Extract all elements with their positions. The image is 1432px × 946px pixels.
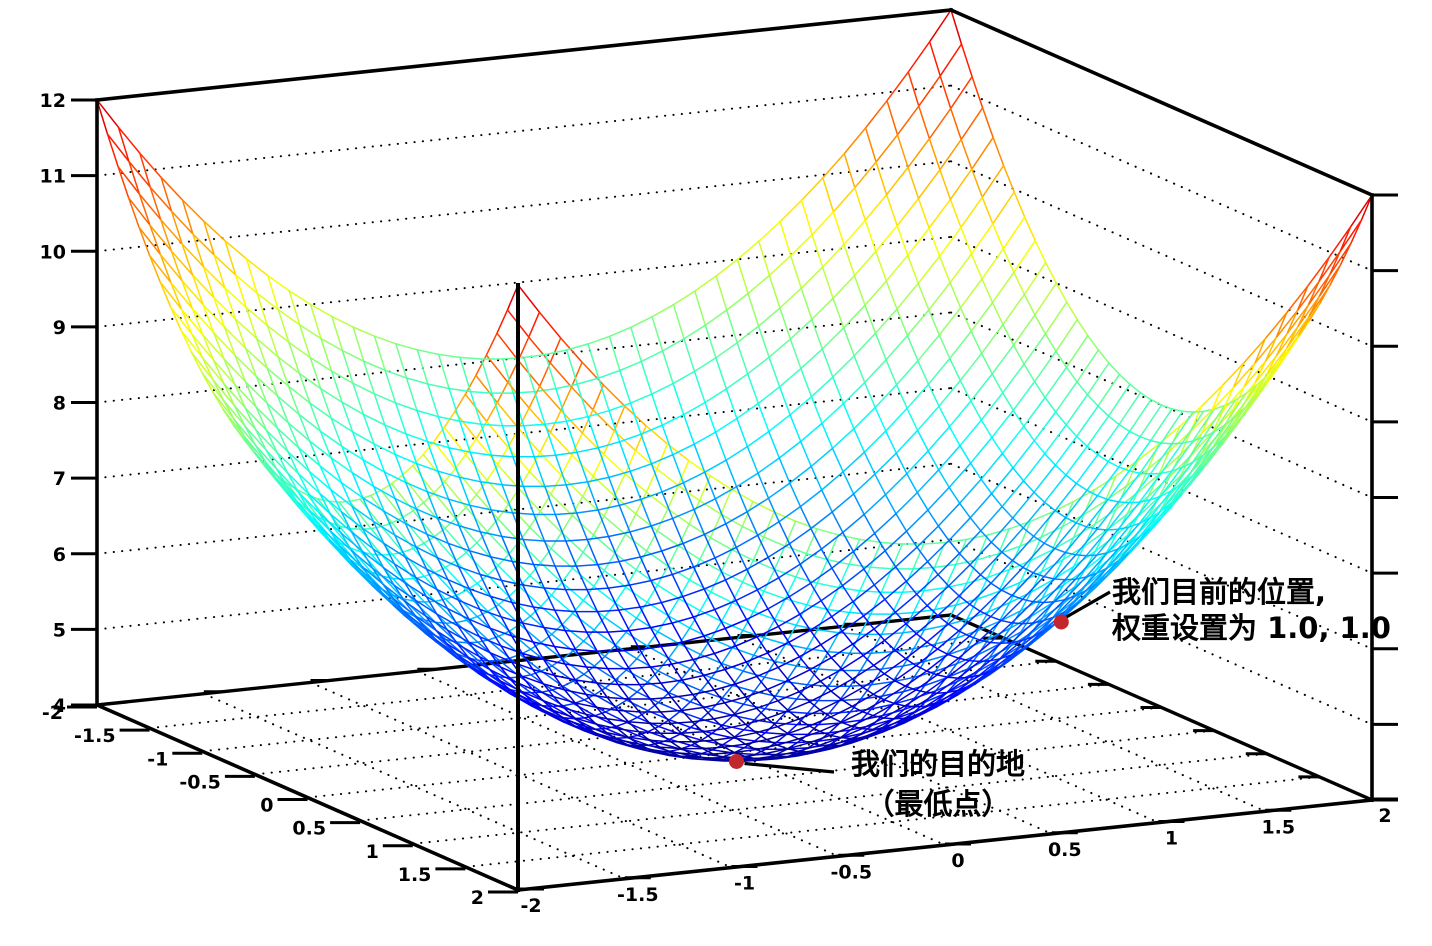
floor-back-left-edge <box>95 613 953 707</box>
tick-label: 1 <box>1165 828 1178 850</box>
top-back-left-edge <box>95 8 953 102</box>
gridline-dotted <box>950 160 1373 348</box>
tick-label: 0.5 <box>1048 839 1082 861</box>
gridline-dotted <box>950 311 1373 499</box>
mesh-lines <box>254 338 1215 578</box>
gridline-dotted <box>950 462 1373 650</box>
gridline-dotted <box>309 681 733 869</box>
mesh-lines <box>106 40 1363 339</box>
gridline-dotted <box>950 387 1373 575</box>
tick-label: -2 <box>520 895 541 917</box>
tick-label: 11 <box>40 166 66 188</box>
axis-ticks <box>67 98 1398 894</box>
mesh-lines <box>138 127 1331 411</box>
tick-label: 4 <box>53 695 66 717</box>
destination-dot <box>729 754 744 769</box>
mesh-lines <box>212 274 1257 528</box>
gridline-dotted <box>629 647 1053 835</box>
y-axis <box>94 702 521 893</box>
leader-line-destination <box>744 761 835 774</box>
gridline-dotted <box>96 160 952 253</box>
tick-label: 5 <box>53 619 66 641</box>
mesh-lines <box>149 134 1320 412</box>
mesh-lines <box>117 71 1352 364</box>
mesh-lines <box>190 240 1279 503</box>
annotation-destination-line-1: 我们的目的地 <box>850 747 1025 781</box>
tick-label: -1.5 <box>617 884 659 906</box>
tick-label: -0.5 <box>179 771 221 793</box>
gridline-dotted <box>96 84 952 177</box>
gridline-dotted <box>359 729 1216 822</box>
tick-label: 12 <box>40 90 66 112</box>
mesh-lines <box>169 199 1300 475</box>
annotation-current-line-1: 我们目前的位置, <box>1112 575 1327 609</box>
tick-label: 7 <box>53 468 66 490</box>
gridline-dotted <box>96 235 952 328</box>
gridline-dotted <box>843 625 1267 813</box>
annotation-current-line-2: 权重设置为 1.0, 1.0 <box>1112 611 1391 645</box>
gridline-dotted <box>253 683 1110 776</box>
tick-label: 1.5 <box>398 864 432 886</box>
top-back-right-edge <box>948 7 1375 198</box>
gridline-dotted <box>96 387 952 480</box>
gridline-dotted <box>523 659 946 846</box>
tick-label: 1.5 <box>1261 816 1295 838</box>
mesh-lines <box>96 9 1373 313</box>
gridline-dotted <box>950 235 1373 423</box>
gridline-dotted <box>96 462 952 555</box>
mesh-lines <box>127 99 1342 388</box>
gridline-dotted <box>96 538 952 631</box>
grid-dotted-lines <box>96 84 1373 880</box>
gridline-dotted <box>201 660 1058 753</box>
gridline-dotted <box>464 775 1321 868</box>
mesh-lines <box>148 152 1321 432</box>
annotation-destination: 我们的目的地 （最低点） <box>822 744 1054 824</box>
tick-label: 9 <box>53 317 66 339</box>
mesh-lines <box>201 254 1268 515</box>
tick-label: 8 <box>53 393 66 415</box>
tick-label: -0.5 <box>831 861 873 883</box>
surface-mesh <box>96 9 1373 762</box>
gridline-dotted <box>416 670 840 858</box>
gridline-dotted <box>202 692 626 880</box>
tick-label: 2 <box>471 887 484 909</box>
tick-label: 0 <box>951 850 964 872</box>
gridline-dotted <box>736 636 1160 824</box>
gridline-dotted <box>950 84 1373 272</box>
leader-line-current <box>1065 590 1111 619</box>
current-position-dot <box>1053 614 1069 630</box>
mesh-lines <box>233 309 1236 555</box>
tick-label: 2 <box>1378 805 1391 827</box>
data-point-markers <box>729 590 1111 774</box>
tick-label: -2 <box>42 702 63 724</box>
tick-label: 1 <box>366 841 379 863</box>
annotation-destination-line-2: （最低点） <box>865 787 1011 821</box>
tick-label: 6 <box>53 544 66 566</box>
annotation-current-position: 我们目前的位置, 权重设置为 1.0, 1.0 <box>1112 574 1391 646</box>
mesh-lines <box>350 471 1119 663</box>
tick-label: 0.5 <box>292 818 326 840</box>
mesh-lines <box>159 161 1310 434</box>
tick-label: 10 <box>40 241 66 263</box>
mesh-lines <box>659 728 810 762</box>
tick-label: -1 <box>147 748 168 770</box>
mesh-lines <box>275 369 1194 593</box>
tick-label: -1 <box>734 873 755 895</box>
tick-label: 0 <box>260 795 273 817</box>
mesh-lines <box>190 233 1279 493</box>
mesh-lines <box>159 177 1310 452</box>
gridline-dotted <box>411 752 1268 845</box>
tick-label: -1.5 <box>74 725 116 747</box>
mesh-lines <box>616 706 853 762</box>
mesh-lines <box>510 635 959 746</box>
